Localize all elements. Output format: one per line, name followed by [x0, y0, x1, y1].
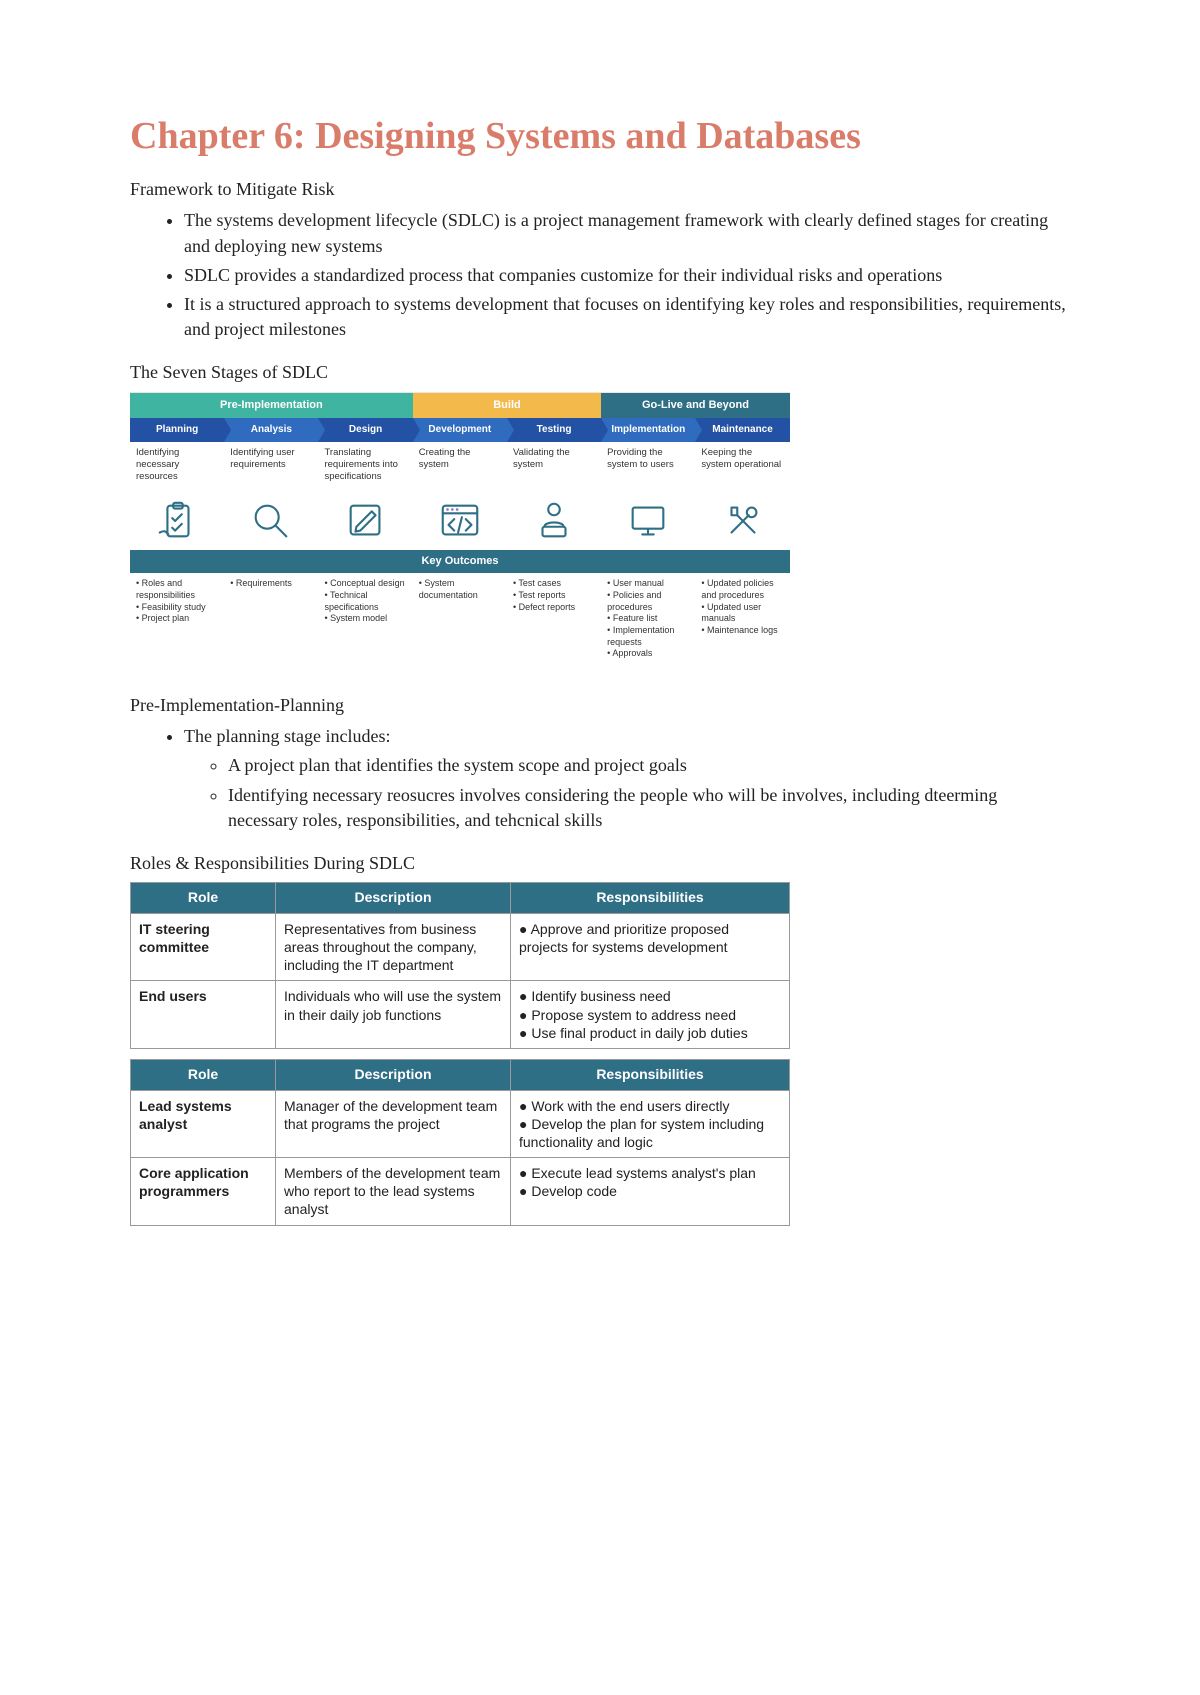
stage-desc: Identifying user requirements	[224, 442, 318, 492]
stage-desc: Keeping the system operational	[695, 442, 789, 492]
preimpl-list: The planning stage includes: A project p…	[184, 724, 1070, 833]
roles-table-1: Role Description Responsibilities IT ste…	[130, 882, 790, 1049]
key-outcomes-bar: Key Outcomes	[130, 550, 790, 573]
roles-table-2: Role Description Responsibilities Lead s…	[130, 1059, 790, 1226]
desc-cell: Representatives from business areas thro…	[276, 913, 511, 981]
list-item: It is a structured approach to systems d…	[184, 292, 1070, 342]
role-cell: End users	[131, 981, 276, 1049]
stage-desc: Providing the system to users	[601, 442, 695, 492]
stage-chevron: Testing	[507, 418, 601, 442]
stage-chevron: Maintenance	[695, 418, 789, 442]
col-role: Role	[131, 1059, 276, 1090]
table-row: Core application programmersMembers of t…	[131, 1158, 790, 1226]
code-window-icon	[413, 492, 507, 550]
stage-desc: Translating requirements into specificat…	[318, 442, 412, 492]
framework-bullet-list: The systems development lifecycle (SDLC)…	[184, 208, 1070, 342]
stage-desc: Creating the system	[413, 442, 507, 492]
resp-cell: ● Work with the end users directly● Deve…	[511, 1090, 790, 1158]
resp-cell: ● Identify business need● Propose system…	[511, 981, 790, 1049]
stage-chevron: Design	[318, 418, 412, 442]
table-row: End usersIndividuals who will use the sy…	[131, 981, 790, 1049]
sdlc-diagram: Pre-ImplementationBuildGo-Live and Beyon…	[130, 392, 790, 666]
tools-icon	[695, 492, 789, 550]
role-cell: IT steering committee	[131, 913, 276, 981]
list-item: Identifying necessary reosucres involves…	[228, 783, 1070, 833]
outcome-cell: • Conceptual design• Technical specifica…	[318, 573, 412, 665]
col-desc: Description	[276, 1059, 511, 1090]
user-laptop-icon	[507, 492, 601, 550]
resp-cell: ● Approve and prioritize proposed projec…	[511, 913, 790, 981]
stage-desc: Validating the system	[507, 442, 601, 492]
role-cell: Core application programmers	[131, 1158, 276, 1226]
seven-stages-heading: The Seven Stages of SDLC	[130, 360, 1070, 385]
preimpl-heading: Pre-Implementation-Planning	[130, 693, 1070, 718]
roles-heading: Roles & Responsibilities During SDLC	[130, 851, 1070, 876]
outcome-cell: • Updated policies and procedures• Updat…	[695, 573, 789, 665]
role-cell: Lead systems analyst	[131, 1090, 276, 1158]
desc-cell: Individuals who will use the system in t…	[276, 981, 511, 1049]
outcome-cell: • User manual• Policies and procedures• …	[601, 573, 695, 665]
stage-chevron: Development	[413, 418, 507, 442]
resp-cell: ● Execute lead systems analyst's plan● D…	[511, 1158, 790, 1226]
phase-header: Pre-Implementation	[130, 393, 413, 418]
pencil-square-icon	[318, 492, 412, 550]
desc-cell: Members of the development team who repo…	[276, 1158, 511, 1226]
list-item: SDLC provides a standardized process tha…	[184, 263, 1070, 288]
col-desc: Description	[276, 883, 511, 914]
table-row: Lead systems analystManager of the devel…	[131, 1090, 790, 1158]
col-role: Role	[131, 883, 276, 914]
list-item: The systems development lifecycle (SDLC)…	[184, 208, 1070, 258]
table-row: IT steering committeeRepresentatives fro…	[131, 913, 790, 981]
outcome-cell: • Test cases• Test reports• Defect repor…	[507, 573, 601, 665]
phase-header: Go-Live and Beyond	[601, 393, 789, 418]
page-title: Chapter 6: Designing Systems and Databas…	[130, 110, 1070, 163]
stage-desc: Identifying necessary resources	[130, 442, 224, 492]
stage-chevron: Planning	[130, 418, 224, 442]
preimpl-lead: The planning stage includes:	[184, 726, 390, 746]
col-resp: Responsibilities	[511, 1059, 790, 1090]
magnifier-icon	[224, 492, 318, 550]
desc-cell: Manager of the development team that pro…	[276, 1090, 511, 1158]
outcome-cell: • System documentation	[413, 573, 507, 665]
monitor-icon	[601, 492, 695, 550]
outcome-cell: • Requirements	[224, 573, 318, 665]
col-resp: Responsibilities	[511, 883, 790, 914]
stage-chevron: Implementation	[601, 418, 695, 442]
list-item: The planning stage includes: A project p…	[184, 724, 1070, 833]
framework-heading: Framework to Mitigate Risk	[130, 177, 1070, 202]
phase-header: Build	[413, 393, 601, 418]
clipboard-icon	[130, 492, 224, 550]
list-item: A project plan that identifies the syste…	[228, 753, 1070, 778]
outcome-cell: • Roles and responsibilities• Feasibilit…	[130, 573, 224, 665]
stage-chevron: Analysis	[224, 418, 318, 442]
